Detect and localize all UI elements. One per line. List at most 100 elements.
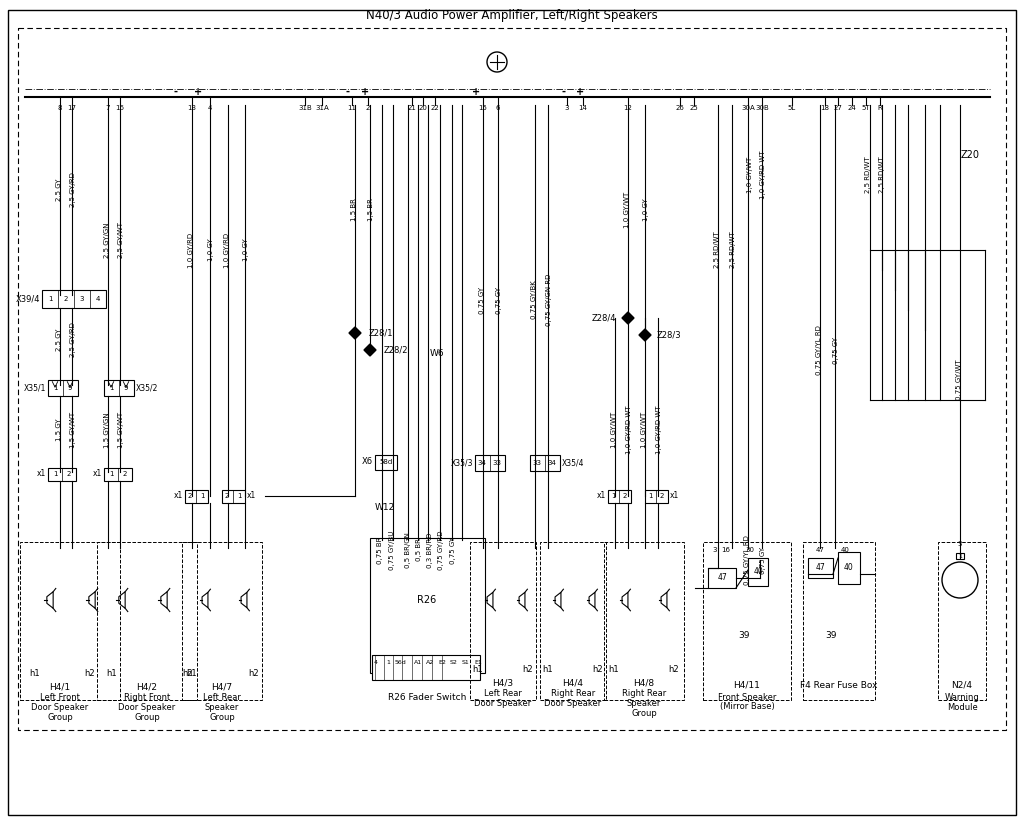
Text: h1: h1	[543, 666, 553, 675]
Text: 24: 24	[848, 105, 856, 111]
Text: Z28/2: Z28/2	[384, 346, 409, 355]
Text: 0,75 GY/BK: 0,75 GY/BK	[531, 280, 537, 319]
Text: X35/1: X35/1	[24, 384, 46, 393]
Text: Left Rear: Left Rear	[484, 690, 522, 699]
Text: 39: 39	[738, 630, 750, 639]
Text: 2,5 GY/GN: 2,5 GY/GN	[104, 222, 110, 257]
Bar	[703, 542, 791, 700]
Text: 2,5 GY/WT: 2,5 GY/WT	[118, 222, 124, 258]
Text: 1: 1	[386, 661, 390, 666]
Text: N2/4: N2/4	[951, 681, 973, 690]
Text: 6: 6	[496, 105, 501, 111]
Text: 9: 9	[68, 385, 73, 391]
Text: W12: W12	[375, 503, 395, 512]
Bar	[540, 542, 606, 700]
Text: 2,5 RD/WT: 2,5 RD/WT	[865, 157, 871, 193]
Text: Door Speaker: Door Speaker	[119, 704, 176, 713]
Text: 22: 22	[431, 105, 439, 111]
Text: 2: 2	[659, 493, 665, 499]
Text: 0,75 GY/WT: 0,75 GY/WT	[956, 360, 962, 400]
Text: h1: h1	[106, 668, 118, 677]
Text: 2: 2	[63, 296, 69, 302]
Text: 1,0 GY/WT: 1,0 GY/WT	[624, 192, 630, 229]
Text: H4/3: H4/3	[493, 678, 514, 687]
Text: 47: 47	[815, 563, 825, 573]
Text: 1,0 GY/RD WT: 1,0 GY/RD WT	[760, 151, 766, 200]
Text: 2: 2	[67, 471, 72, 477]
Text: 30A: 30A	[741, 105, 755, 111]
Bar	[530, 455, 560, 471]
Text: h1: h1	[473, 666, 483, 675]
Text: Left Front: Left Front	[40, 694, 80, 703]
Bar	[604, 542, 684, 700]
Text: H4/8: H4/8	[634, 678, 654, 687]
Text: 39: 39	[825, 630, 837, 639]
Text: 17: 17	[68, 105, 77, 111]
Text: 16: 16	[116, 105, 125, 111]
Text: Left Rear: Left Rear	[203, 694, 241, 703]
Text: 26: 26	[676, 105, 684, 111]
Text: 0,75 GY/YL RD: 0,75 GY/YL RD	[744, 535, 750, 585]
Text: 20: 20	[419, 105, 427, 111]
Text: E1: E1	[474, 661, 482, 666]
Bar	[475, 455, 505, 471]
Bar	[182, 542, 262, 700]
Text: 0,75 GY/RD: 0,75 GY/RD	[438, 530, 444, 570]
Text: Group: Group	[134, 714, 160, 723]
Bar	[838, 552, 860, 584]
Text: 0,75 GY/BU: 0,75 GY/BU	[389, 530, 395, 570]
Text: 1: 1	[610, 493, 615, 499]
Text: 2,5 GY/RD: 2,5 GY/RD	[70, 172, 76, 207]
Bar	[222, 490, 245, 503]
Text: 0,75 GY/YL RD: 0,75 GY/YL RD	[816, 325, 822, 375]
Text: 27: 27	[834, 105, 843, 111]
Bar	[104, 468, 132, 481]
Text: 2,5 RD/WT: 2,5 RD/WT	[714, 232, 720, 268]
Text: 1,5 GY: 1,5 GY	[56, 419, 62, 441]
Text: 1,5 BR: 1,5 BR	[351, 199, 357, 221]
Bar	[803, 542, 874, 700]
Text: 2: 2	[623, 493, 627, 499]
Text: H4/11: H4/11	[733, 681, 761, 690]
Text: 25: 25	[689, 105, 698, 111]
Text: 47: 47	[717, 573, 727, 582]
Text: 58d: 58d	[379, 459, 392, 465]
Text: 47: 47	[815, 547, 824, 553]
Text: R26: R26	[418, 595, 436, 605]
Text: 0,75 GY/GN RD: 0,75 GY/GN RD	[546, 274, 552, 326]
Text: -: -	[346, 87, 350, 97]
Text: x1: x1	[93, 469, 102, 478]
Text: Right Rear: Right Rear	[622, 690, 667, 699]
Text: Door Speaker: Door Speaker	[474, 700, 531, 709]
Text: Module: Module	[946, 703, 977, 711]
Text: Right Front: Right Front	[124, 694, 170, 703]
Text: 1,0 GY: 1,0 GY	[243, 238, 249, 262]
Polygon shape	[639, 329, 651, 341]
Text: H4/4: H4/4	[562, 678, 584, 687]
Text: Door Speaker: Door Speaker	[32, 704, 89, 713]
Text: 0,75 GY: 0,75 GY	[496, 286, 502, 314]
Text: 0,75 GY: 0,75 GY	[479, 286, 485, 314]
Text: 1,5 GY/WT: 1,5 GY/WT	[70, 412, 76, 448]
Text: X39/4: X39/4	[15, 295, 40, 304]
Text: 1,0 GY/RD WT: 1,0 GY/RD WT	[656, 406, 662, 455]
Text: H4/7: H4/7	[211, 682, 232, 691]
Text: 2: 2	[225, 493, 229, 499]
Text: h1: h1	[30, 668, 40, 677]
Text: 1,5 GY/WT: 1,5 GY/WT	[118, 412, 124, 448]
Text: 1,0 GY/WT: 1,0 GY/WT	[611, 412, 617, 448]
Bar	[938, 542, 986, 700]
Text: 1,0 GY: 1,0 GY	[643, 199, 649, 221]
Text: 11: 11	[347, 105, 356, 111]
Text: h2: h2	[249, 668, 259, 677]
Text: Speaker: Speaker	[205, 704, 240, 713]
Text: 34: 34	[548, 460, 556, 466]
Text: 1,0 GY/RD WT: 1,0 GY/RD WT	[626, 406, 632, 455]
Text: 30B: 30B	[755, 105, 769, 111]
Text: x1: x1	[37, 469, 46, 478]
Text: x1: x1	[247, 492, 256, 501]
Text: 40: 40	[841, 547, 850, 553]
Text: 1: 1	[109, 385, 114, 391]
Text: -: -	[561, 87, 565, 97]
Bar	[185, 490, 208, 503]
